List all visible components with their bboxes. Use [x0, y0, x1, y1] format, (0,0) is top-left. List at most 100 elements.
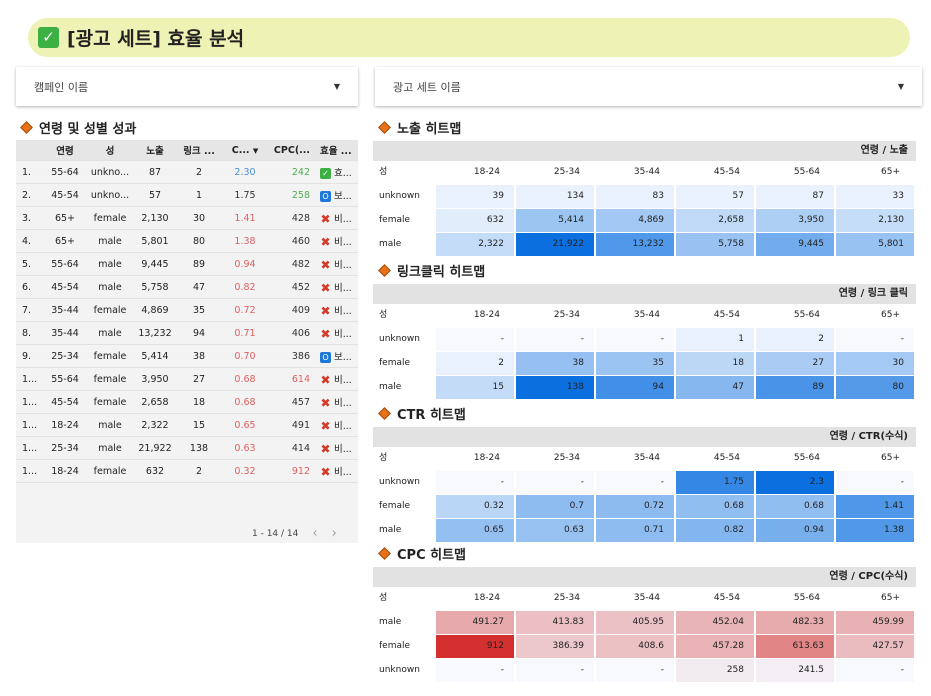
heatmap-table: 연령 / 링크 클릭 성 18-24 25-34 35-44 45-54 55-64 65+ u…	[373, 284, 916, 399]
heatmap-column-dimension: 연령 / CTR(수식)	[373, 427, 916, 447]
col-age[interactable]: 연령	[56, 146, 74, 157]
efficiency-label: 효...	[334, 168, 352, 179]
heatmap-row-label: unknown	[379, 334, 420, 344]
heatmap-cell: -	[596, 471, 674, 494]
col-efficiency[interactable]: 효율 ...	[320, 146, 352, 157]
cell-age: 25-34	[51, 350, 79, 362]
heatmap-cell: 94	[596, 376, 674, 399]
heatmap-cell: -	[436, 471, 514, 494]
heatmap-row-label: female	[379, 358, 411, 368]
cross-icon: ✖	[320, 396, 331, 410]
campaign-filter[interactable]: 캠페인 이름 ▼	[16, 67, 358, 106]
campaign-filter-label: 캠페인 이름	[34, 80, 89, 94]
table-row[interactable]: 1... 55-64 female 3,950 27 0.68 614 ✖ 비..…	[16, 368, 358, 391]
heatmap-col-header: 45-54	[713, 167, 740, 177]
cell-gender: female	[93, 212, 127, 224]
heatmap-table: 연령 / CTR(수식) 성 18-24 25-34 35-44 45-54 55-64 65…	[373, 427, 916, 542]
cell-impressions: 87	[148, 166, 162, 178]
heatmap-cell: 452.04	[676, 611, 754, 634]
row-dimension-label: 성	[379, 593, 388, 603]
heatmap-col-header: 65+	[881, 453, 900, 463]
cell-impressions: 5,758	[141, 281, 169, 293]
heatmap-col-header: 45-54	[713, 593, 740, 603]
heatmap-col-header: 65+	[881, 593, 900, 603]
cross-icon: ✖	[320, 442, 331, 456]
prev-page-icon[interactable]: ‹	[312, 526, 318, 541]
next-page-icon[interactable]: ›	[331, 526, 337, 541]
heatmap-cell: 258	[676, 659, 754, 682]
cell-age: 25-34	[51, 442, 79, 454]
heatmap-cell: 13,232	[596, 233, 674, 256]
table-row[interactable]: 6. 45-54 male 5,758 47 0.82 452 ✖ 비...	[16, 276, 358, 299]
cell-cpc: 452	[291, 281, 310, 293]
row-index: 7.	[22, 304, 32, 316]
heatmap-cell: 0.82	[676, 519, 754, 542]
heatmap-cell: 138	[516, 376, 594, 399]
heatmap-title: CPC 히트맵	[378, 544, 466, 563]
heatmap-cell: 89	[756, 376, 834, 399]
table-row[interactable]: 1. 55-64 unkno... 87 2 2.30 242 ✓ 효...	[16, 161, 358, 184]
cell-gender: unkno...	[90, 166, 130, 178]
cell-ctr: 0.63	[234, 442, 256, 454]
heatmap-cell: 5,414	[516, 209, 594, 232]
heatmap-cell: 1.75	[676, 471, 754, 494]
cell-gender: male	[98, 281, 122, 293]
cell-gender: female	[93, 373, 127, 385]
table-row[interactable]: 1... 18-24 male 2,322 15 0.65 491 ✖ 비...	[16, 414, 358, 437]
col-cpc[interactable]: CPC(...	[273, 144, 310, 156]
diamond-icon	[378, 547, 391, 560]
heatmap-cell: 4,869	[596, 209, 674, 232]
table-row[interactable]: 9. 25-34 female 5,414 38 0.70 386 O 보...	[16, 345, 358, 368]
heatmap-row-label: female	[379, 215, 411, 225]
table-row[interactable]: 3. 65+ female 2,130 30 1.41 428 ✖ 비...	[16, 207, 358, 230]
heatmap-col-header: 25-34	[553, 310, 580, 320]
heatmap-header-row: 성 18-24 25-34 35-44 45-54 55-64 65+	[373, 161, 916, 184]
table-row[interactable]: 7. 35-44 female 4,869 35 0.72 409 ✖ 비...	[16, 299, 358, 322]
cell-clicks: 18	[192, 396, 206, 408]
row-index: 1...	[22, 373, 38, 385]
cell-efficiency: ✖ 비...	[314, 234, 358, 248]
heatmap-cell: 491.27	[436, 611, 514, 634]
cell-ctr: 0.70	[234, 350, 256, 362]
heatmap-row: male 491.27 413.83 405.95 452.04 482.33 459.99	[373, 611, 916, 634]
adset-filter[interactable]: 광고 세트 이름 ▼	[375, 67, 922, 106]
row-index: 5.	[22, 258, 32, 270]
heatmap-cell: 0.68	[756, 495, 834, 518]
col-gender[interactable]: 성	[105, 146, 115, 157]
cell-efficiency: ✖ 비...	[314, 257, 358, 271]
heatmap-cell: 241.5	[756, 659, 834, 682]
table-row[interactable]: 1... 25-34 male 21,922 138 0.63 414 ✖ 비..…	[16, 437, 358, 460]
table-row[interactable]: 8. 35-44 male 13,232 94 0.71 406 ✖ 비...	[16, 322, 358, 345]
col-impressions[interactable]: 노출	[146, 146, 164, 157]
heatmap-row: unknown - - -1.75 2.3-	[373, 471, 916, 494]
page-title-banner: ✓ [광고 세트] 효율 분석	[28, 18, 910, 57]
heatmap-header-row: 성 18-24 25-34 35-44 45-54 55-64 65+	[373, 304, 916, 327]
heatmap-col-header: 65+	[881, 167, 900, 177]
cross-icon: ✖	[320, 419, 331, 433]
heatmap-cell: 30	[836, 352, 914, 375]
table-row[interactable]: 2. 45-54 unkno... 57 1 1.75 258 O 보...	[16, 184, 358, 207]
heatmap-cell: -	[836, 659, 914, 682]
efficiency-label: 비...	[334, 421, 352, 432]
cell-impressions: 3,950	[141, 373, 169, 385]
col-ctr[interactable]: C... ▼	[220, 145, 270, 156]
heatmap-header-row: 성 18-24 25-34 35-44 45-54 55-64 65+	[373, 587, 916, 610]
cell-ctr: 2.30	[234, 166, 256, 178]
cell-age: 65+	[54, 212, 76, 224]
heatmap-row-label: female	[379, 641, 411, 651]
table-row[interactable]: 5. 55-64 male 9,445 89 0.94 482 ✖ 비...	[16, 253, 358, 276]
cross-icon: ✖	[320, 212, 331, 226]
cell-impressions: 21,922	[138, 442, 172, 454]
table-row[interactable]: 1... 18-24 female 632 2 0.32 912 ✖ 비...	[16, 460, 358, 483]
section-title-text: 연령 및 성별 성과	[39, 122, 137, 137]
cell-efficiency: ✖ 비...	[314, 395, 358, 409]
cell-age: 55-64	[51, 258, 79, 270]
table-row[interactable]: 4. 65+ male 5,801 80 1.38 460 ✖ 비...	[16, 230, 358, 253]
efficiency-label: 비...	[334, 283, 352, 294]
col-clicks[interactable]: 링크 ...	[183, 146, 215, 157]
cell-clicks: 2	[195, 166, 203, 178]
table-row[interactable]: 1... 45-54 female 2,658 18 0.68 457 ✖ 비..…	[16, 391, 358, 414]
heatmap-col-header: 55-64	[793, 167, 820, 177]
diamond-icon	[378, 264, 391, 277]
row-index: 8.	[22, 327, 32, 339]
